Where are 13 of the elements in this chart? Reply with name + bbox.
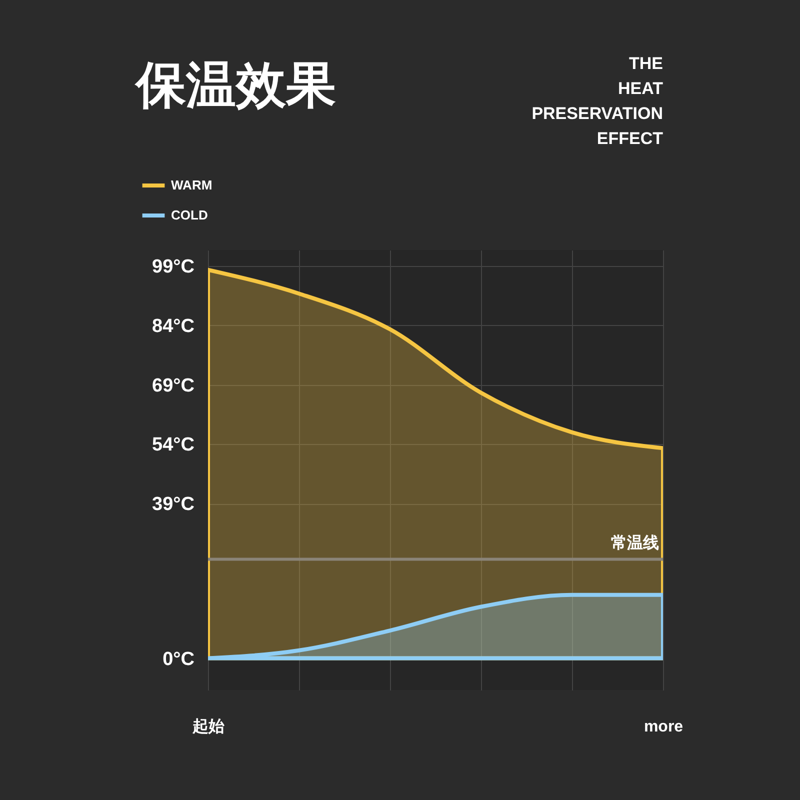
legend-label: COLD xyxy=(171,208,208,222)
y-tick-label: 99°C xyxy=(152,256,195,278)
x-tick-label: more xyxy=(644,718,684,736)
y-tick-label: 84°C xyxy=(152,316,195,337)
chart-subtitle: THE HEAT PRESERVATION EFFECT xyxy=(532,54,664,148)
y-tick-label: 69°C xyxy=(152,375,195,396)
y-tick-label: 0°C xyxy=(162,648,195,670)
legend-label: WARM xyxy=(171,178,212,192)
chart-title: 保温效果 xyxy=(134,57,336,113)
y-tick-label: 54°C xyxy=(152,434,195,456)
y-tick-label: 39°C xyxy=(152,494,195,516)
x-tick-label: 起始 xyxy=(192,718,226,736)
ref-line-label: 常温线 xyxy=(611,534,659,552)
